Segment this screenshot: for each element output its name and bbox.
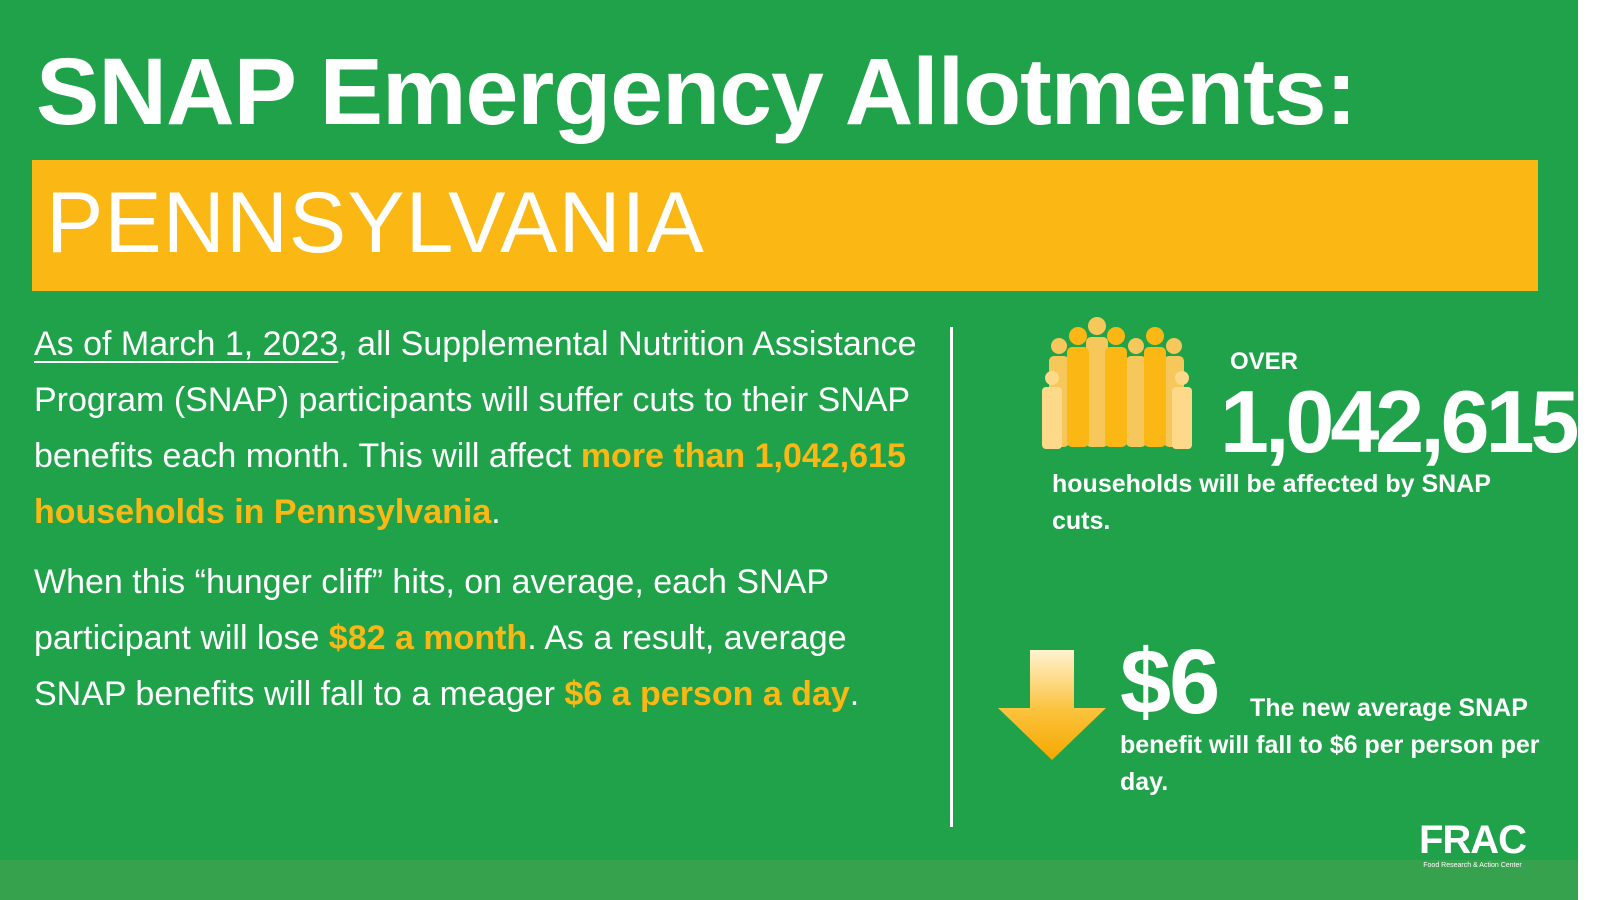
right-edge-strip	[1578, 0, 1600, 900]
households-description: households will be affected by SNAP cuts…	[1052, 470, 1491, 535]
main-text: As of March 1, 2023, all Supplemental Nu…	[34, 316, 934, 722]
column-divider	[950, 327, 953, 827]
bottom-strip	[0, 860, 1600, 900]
benefit-description: The new average SNAP benefit will fall t…	[1120, 694, 1540, 796]
hunger-cliff-end: .	[849, 675, 860, 713]
paragraph-hunger-cliff: When this “hunger cliff” hits, on averag…	[34, 554, 934, 722]
paragraph-cuts: As of March 1, 2023, all Supplemental Nu…	[34, 316, 934, 540]
households-count: 1,042,615	[1220, 372, 1579, 471]
benefit-amount: $6	[1120, 631, 1220, 733]
frac-logo: FRAC Food Research & Action Center	[1395, 820, 1550, 882]
people-group-icon	[1042, 317, 1192, 449]
paragraph-cuts-body: , all Supplemental Nutrition Assistance …	[34, 325, 917, 475]
effective-date: As of March 1, 2023	[34, 325, 339, 363]
hunger-cliff-intro: When this “hunger cliff” hits, on averag…	[34, 563, 829, 657]
hunger-cliff-middle: . As a result, average SNAP benefits wil…	[34, 619, 847, 713]
over-label: OVER	[1230, 348, 1299, 375]
daily-benefit-highlight: $6 a person a day	[564, 675, 850, 713]
logo-tagline: Food Research & Action Center	[1423, 862, 1522, 869]
page-title: SNAP Emergency Allotments:	[36, 39, 1357, 145]
state-name: PENNSYLVANIA	[46, 175, 705, 271]
paragraph-cuts-end: .	[491, 493, 501, 531]
down-arrow-icon	[998, 650, 1106, 760]
households-highlight: more than 1,042,615 households in Pennsy…	[34, 437, 906, 531]
state-banner: PENNSYLVANIA	[32, 160, 1538, 291]
logo-name: FRAC	[1418, 818, 1527, 862]
monthly-loss-highlight: $82 a month	[328, 619, 528, 657]
